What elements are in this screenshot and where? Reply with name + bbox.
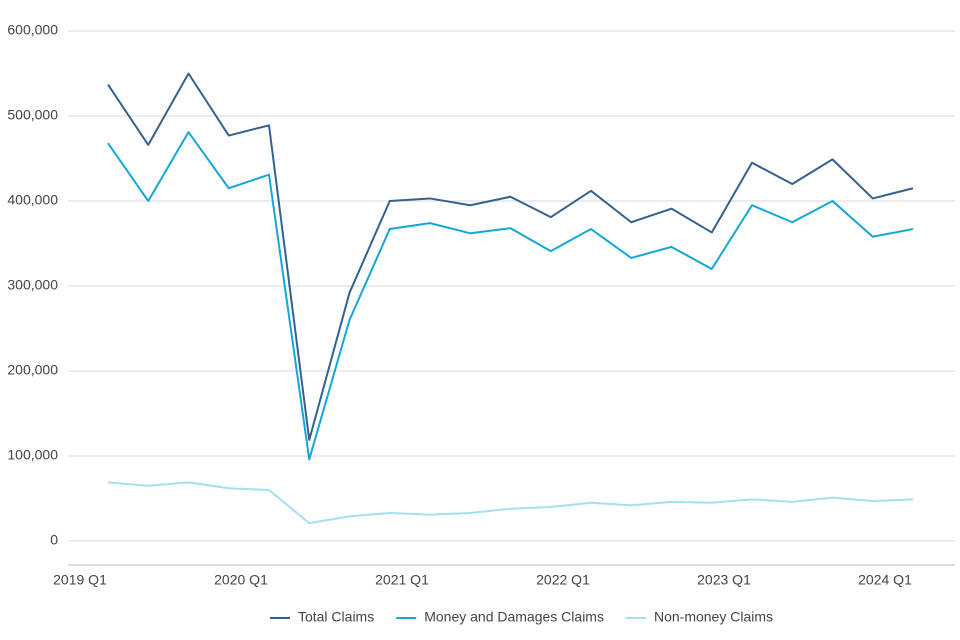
- x-tick-label: 2023 Q1: [697, 572, 751, 588]
- y-tick-label: 400,000: [7, 192, 58, 208]
- line-series: [107, 131, 914, 461]
- legend-label: Money and Damages Claims: [424, 609, 604, 625]
- x-tick-label: 2020 Q1: [214, 572, 268, 588]
- y-tick-label: 200,000: [7, 362, 58, 378]
- x-tick-label: 2021 Q1: [375, 572, 429, 588]
- x-tick-label: 2022 Q1: [536, 572, 590, 588]
- y-tick-label: 600,000: [7, 22, 58, 38]
- x-tick-label: 2019 Q1: [53, 572, 107, 588]
- y-tick-label: 500,000: [7, 107, 58, 123]
- line-series: [107, 481, 914, 525]
- line-series: [107, 72, 914, 441]
- y-tick-label: 0: [50, 532, 58, 548]
- legend-label: Non-money Claims: [654, 609, 773, 625]
- y-tick-label: 100,000: [7, 447, 58, 463]
- legend-label: Total Claims: [298, 609, 374, 625]
- y-tick-label: 300,000: [7, 277, 58, 293]
- x-tick-label: 2024 Q1: [858, 572, 912, 588]
